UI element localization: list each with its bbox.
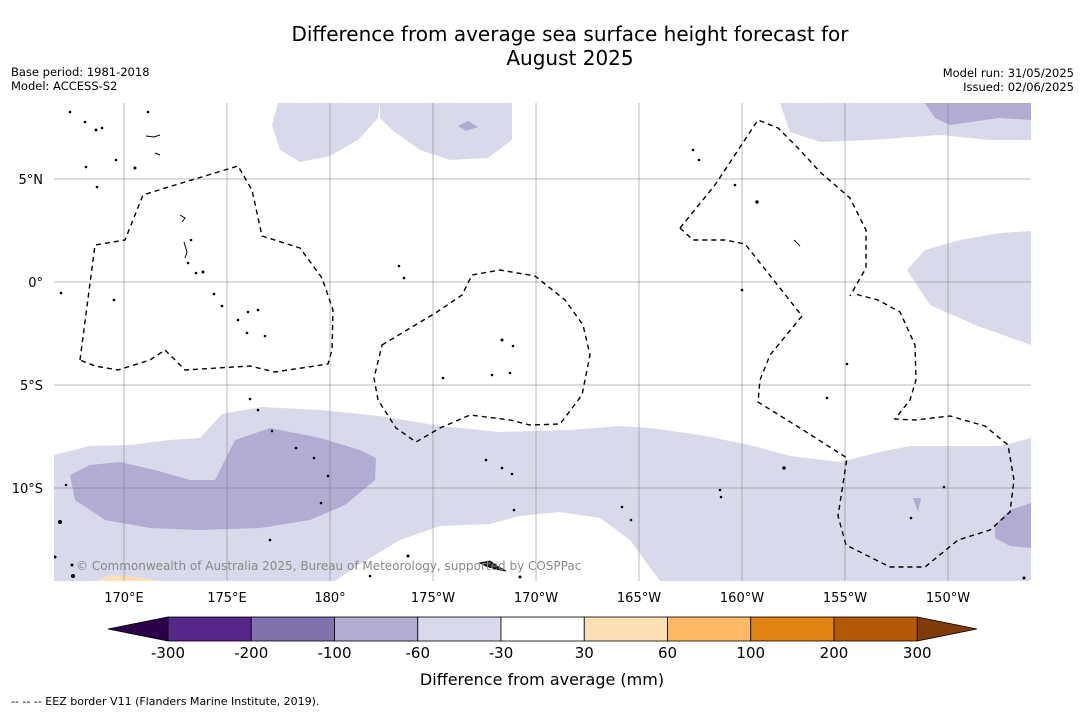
anomaly-region-north-2	[380, 103, 512, 160]
colorbar-tick-label: 60	[658, 644, 677, 662]
copyright-credit: © Commonwealth of Australia 2025, Bureau…	[76, 559, 581, 573]
colorbar-extend-high	[916, 616, 978, 642]
lat-label: 5°S	[20, 379, 43, 394]
anomaly-field	[54, 103, 1031, 581]
eez-border-east	[679, 119, 867, 297]
model-run-text: Model run: 31/05/2025	[942, 66, 1074, 80]
lon-label: 165°W	[617, 591, 661, 606]
colorbar-tick-label: -200	[234, 644, 268, 662]
lat-label: 0°	[28, 276, 43, 291]
latitude-labels: 5°N 0° 5°S 10°S	[12, 173, 43, 497]
colorbar-segment	[500, 616, 585, 642]
anomaly-region-north-1	[272, 103, 380, 162]
lon-label: 170°E	[104, 591, 144, 606]
colorbar-tick-label: -300	[151, 644, 185, 662]
title-line-1: Difference from average sea surface heig…	[291, 22, 849, 46]
model-text: Model: ACCESS-S2	[11, 79, 118, 93]
anomaly-spot-south	[913, 498, 921, 512]
colorbar-segment	[583, 616, 668, 642]
colorbar-segment	[250, 616, 335, 642]
lon-label: 160°W	[720, 591, 764, 606]
eez-border-central	[373, 269, 591, 443]
info-left: Base period: 1981-2018 Model: ACCESS-S2	[11, 65, 150, 93]
lat-label: 5°N	[19, 173, 44, 188]
lon-label: 175°E	[207, 591, 247, 606]
lon-label: 180°	[314, 591, 345, 606]
colorbar-tick-label: 200	[820, 644, 849, 662]
anomaly-region-east	[907, 231, 1031, 345]
anomaly-spot-north	[458, 121, 478, 131]
eez-border-west	[79, 165, 334, 373]
colorbar-segment	[417, 616, 502, 642]
colorbar-label: Difference from average (mm)	[420, 670, 664, 689]
colorbar-tick-label: 100	[736, 644, 765, 662]
eez-legend-note: -- -- -- EEZ border V11 (Flanders Marine…	[11, 695, 320, 708]
colorbar-tick-label: 30	[575, 644, 594, 662]
anomaly-region-strong-northeast	[925, 103, 1031, 125]
lon-label: 150°W	[926, 591, 970, 606]
info-right: Model run: 31/05/2025 Issued: 02/06/2025	[943, 66, 1074, 94]
lat-label: 10°S	[12, 482, 43, 497]
colorbar-tick-label: -100	[317, 644, 351, 662]
lon-label: 170°W	[514, 591, 558, 606]
base-period-text: Base period: 1981-2018	[11, 65, 150, 79]
chart-title: Difference from average sea surface heig…	[0, 22, 1085, 70]
colorbar-segment	[334, 616, 419, 642]
eez-borders	[79, 119, 1015, 568]
colorbar-tick-label: -30	[489, 644, 514, 662]
colorbar-tick-label: 300	[903, 644, 932, 662]
longitude-labels: 170°E 175°E 180° 175°W 170°W 165°W 160°W…	[104, 591, 970, 606]
colorbar-segment	[167, 616, 252, 642]
islands	[54, 110, 1026, 580]
colorbar-extend-low	[107, 616, 169, 642]
eez-border-east-2	[679, 227, 1015, 568]
lon-label: 155°W	[823, 591, 867, 606]
colorbar-tick-label: -60	[406, 644, 431, 662]
anomaly-region-positive	[95, 575, 158, 581]
colorbar-segment	[833, 616, 918, 642]
lon-label: 175°W	[411, 591, 455, 606]
colorbar-segment	[667, 616, 752, 642]
colorbar-segment	[750, 616, 835, 642]
issued-text: Issued: 02/06/2025	[963, 80, 1074, 94]
colorbar: -300 -200 -100 -60 -30 30 60 100 200 300	[107, 616, 978, 662]
anomaly-region-strong-west	[70, 428, 376, 530]
anomaly-region-strong-southeast	[995, 503, 1031, 548]
title-line-2: August 2025	[506, 46, 634, 70]
